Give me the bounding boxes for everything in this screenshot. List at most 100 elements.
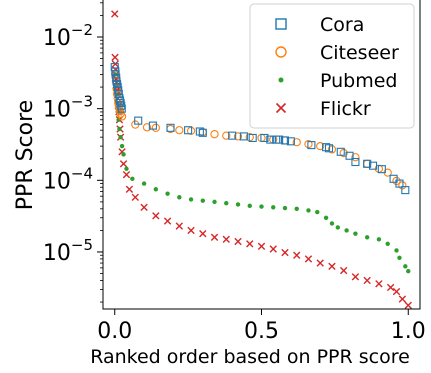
x-axis-label: Ranked order based on PPR score	[90, 346, 410, 368]
legend-marker	[278, 77, 284, 83]
data-point-flickr	[257, 242, 266, 250]
legend-label: Citeseer	[320, 42, 399, 64]
data-point-flickr	[363, 276, 371, 285]
data-point-flickr	[140, 203, 148, 211]
data-point-pubmed	[306, 208, 311, 213]
data-point-cora	[195, 127, 204, 136]
legend-entry-flickr: Flickr	[275, 98, 371, 120]
data-point-citeseer	[210, 130, 219, 139]
data-point-flickr	[125, 185, 134, 193]
series-cora	[110, 63, 410, 195]
data-point-cora	[112, 77, 121, 86]
data-point-cora	[198, 128, 207, 137]
data-point-citeseer	[257, 133, 266, 143]
data-point-cora	[148, 121, 157, 130]
data-point-flickr	[246, 240, 254, 248]
data-point-flickr	[199, 229, 207, 238]
legend-box	[249, 3, 415, 129]
legend-marker	[275, 46, 287, 58]
data-point-citeseer	[245, 133, 254, 142]
data-point-pubmed	[329, 221, 335, 226]
data-point-citeseer	[327, 145, 337, 154]
data-point-pubmed	[397, 255, 402, 260]
data-point-cora	[401, 186, 410, 195]
data-point-pubmed	[364, 235, 370, 240]
axis-ticks: 0.0 0.5 1.0 10−5 10−4 10−3 10−2	[43, 2, 426, 344]
data-point-pubmed	[344, 228, 349, 233]
data-point-pubmed	[403, 264, 408, 269]
data-point-pubmed	[177, 195, 182, 200]
data-point-cora	[336, 147, 345, 156]
data-point-citeseer	[316, 141, 325, 151]
data-point-flickr	[111, 53, 119, 62]
data-point-cora	[166, 123, 175, 132]
y-tick-label: 10−5	[43, 236, 93, 266]
data-point-flickr	[131, 193, 139, 201]
data-point-citeseer	[222, 131, 231, 140]
data-point-pubmed	[119, 143, 125, 149]
data-point-citeseer	[351, 153, 360, 162]
data-point-citeseer	[392, 176, 401, 186]
data-point-cora	[184, 126, 193, 135]
data-point-cora	[286, 137, 295, 146]
data-point-cora	[345, 151, 354, 160]
legend-marker	[275, 102, 287, 114]
data-point-pubmed	[118, 134, 123, 140]
legend-marker	[275, 18, 287, 30]
legend-entry-citeseer: Citeseer	[275, 42, 399, 64]
data-point-pubmed	[165, 191, 170, 196]
data-point-pubmed	[394, 248, 399, 253]
data-point-flickr	[339, 266, 348, 275]
plot-marks	[110, 10, 412, 310]
data-point-flickr	[152, 212, 160, 220]
data-point-pubmed	[212, 199, 217, 205]
data-point-citeseer	[142, 123, 152, 132]
data-point-citeseer	[175, 126, 184, 135]
y-tick-label: 10−3	[43, 93, 93, 123]
data-point-flickr	[293, 251, 301, 259]
data-point-pubmed	[200, 198, 205, 203]
data-point-citeseer	[117, 112, 127, 121]
data-point-pubmed	[323, 215, 329, 220]
data-point-flickr	[187, 226, 195, 235]
data-point-flickr	[122, 170, 131, 179]
y-tick-label: 10−2	[43, 21, 93, 51]
data-point-flickr	[316, 259, 324, 267]
data-point-cora	[395, 179, 404, 188]
data-point-pubmed	[124, 166, 129, 171]
data-point-pubmed	[247, 203, 252, 209]
data-point-citeseer	[233, 132, 243, 141]
data-point-flickr	[328, 262, 336, 271]
x-tick-label: 0.0	[97, 319, 132, 344]
x-tick-label: 1.0	[391, 319, 426, 344]
legend-entry-cora: Cora	[275, 14, 364, 36]
data-point-flickr	[375, 280, 383, 288]
data-point-citeseer	[292, 138, 301, 147]
data-point-cora	[115, 96, 125, 105]
data-point-cora	[248, 133, 257, 143]
data-point-cora	[116, 98, 125, 108]
data-point-pubmed	[259, 204, 264, 209]
data-point-pubmed	[385, 241, 390, 247]
data-point-citeseer	[339, 148, 348, 158]
data-point-pubmed	[376, 237, 382, 242]
data-point-flickr	[163, 217, 172, 225]
data-point-cora	[322, 143, 331, 152]
data-point-flickr	[386, 283, 395, 292]
data-point-flickr	[222, 235, 230, 244]
data-point-flickr	[119, 160, 128, 168]
data-point-cora	[260, 133, 269, 143]
data-point-pubmed	[130, 176, 135, 181]
data-point-pubmed	[188, 197, 194, 202]
data-point-pubmed	[294, 206, 299, 212]
legend-label: Cora	[320, 14, 364, 36]
y-axis-label: PPR Score	[13, 100, 38, 210]
data-point-cora	[228, 131, 237, 140]
data-point-flickr	[404, 301, 412, 310]
data-point-cora	[368, 161, 378, 170]
legend-label: Pubmed	[320, 70, 397, 92]
y-tick-label: 10−4	[43, 164, 93, 194]
legend: Cora Citeseer Pubmed Flickr	[249, 3, 415, 129]
data-point-cora	[377, 165, 386, 174]
